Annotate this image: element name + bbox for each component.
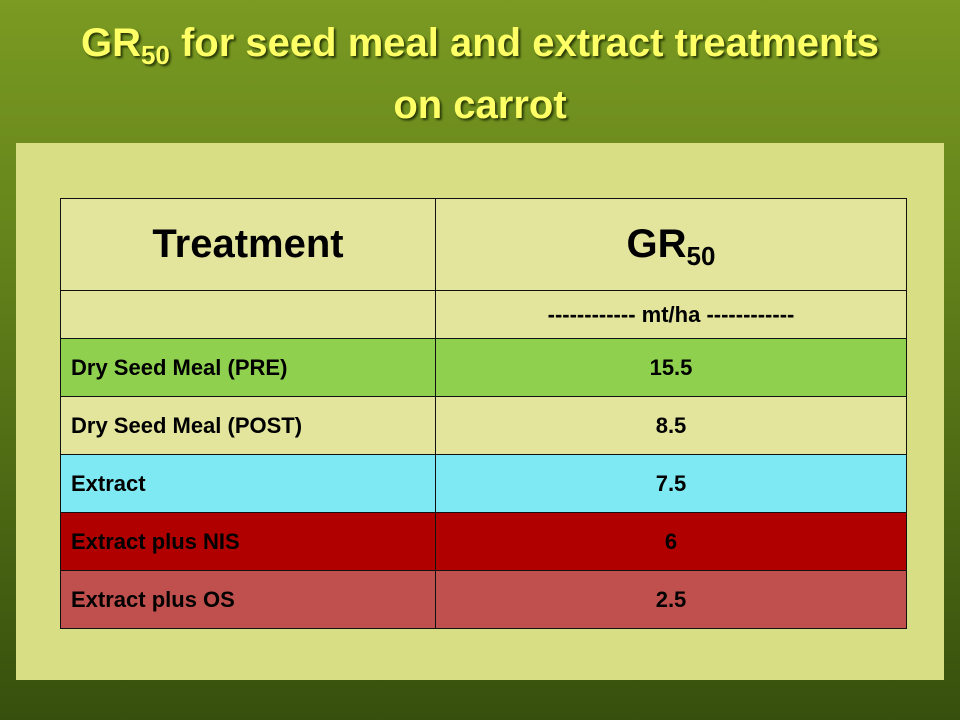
- value-cell: 8.5: [435, 396, 907, 455]
- units-cell: ------------ mt/ha ------------: [435, 290, 907, 339]
- value-cell: 15.5: [435, 338, 907, 397]
- units-row: ------------ mt/ha ------------: [60, 290, 907, 339]
- treatment-cell: Extract plus OS: [60, 570, 436, 629]
- table-header-row: Treatment GR50: [60, 198, 907, 291]
- table-row: Extract plus NIS 6: [60, 512, 907, 571]
- units-empty-cell: [60, 290, 436, 339]
- title-line-2: on carrot: [393, 83, 567, 127]
- treatment-cell: Extract: [60, 454, 436, 513]
- header-gr: GR: [626, 222, 687, 266]
- table-row: Dry Seed Meal (PRE) 15.5: [60, 338, 907, 397]
- table-row: Dry Seed Meal (POST) 8.5: [60, 396, 907, 455]
- treatment-cell: Dry Seed Meal (POST): [60, 396, 436, 455]
- title-line-1: GR50 for seed meal and extract treatment…: [0, 12, 960, 74]
- treatment-cell: Extract plus NIS: [60, 512, 436, 571]
- title-line-1-rest: for seed meal and extract treatments: [169, 21, 880, 65]
- header-gr-subscript: 50: [686, 241, 716, 271]
- value-cell: 2.5: [435, 570, 907, 629]
- header-treatment: Treatment: [60, 198, 436, 291]
- content-panel: Treatment GR50 ------------ mt/ha ------…: [16, 143, 944, 680]
- gr50-table: Treatment GR50 ------------ mt/ha ------…: [60, 198, 907, 629]
- table-row: Extract 7.5: [60, 454, 907, 513]
- value-cell: 7.5: [435, 454, 907, 513]
- value-cell: 6: [435, 512, 907, 571]
- title-gr-subscript: 50: [140, 40, 170, 70]
- treatment-cell: Dry Seed Meal (PRE): [60, 338, 436, 397]
- table-row: Extract plus OS 2.5: [60, 570, 907, 629]
- header-gr50: GR50: [435, 198, 907, 291]
- title-gr: GR: [80, 21, 141, 65]
- slide-title: GR50 for seed meal and extract treatment…: [0, 12, 960, 136]
